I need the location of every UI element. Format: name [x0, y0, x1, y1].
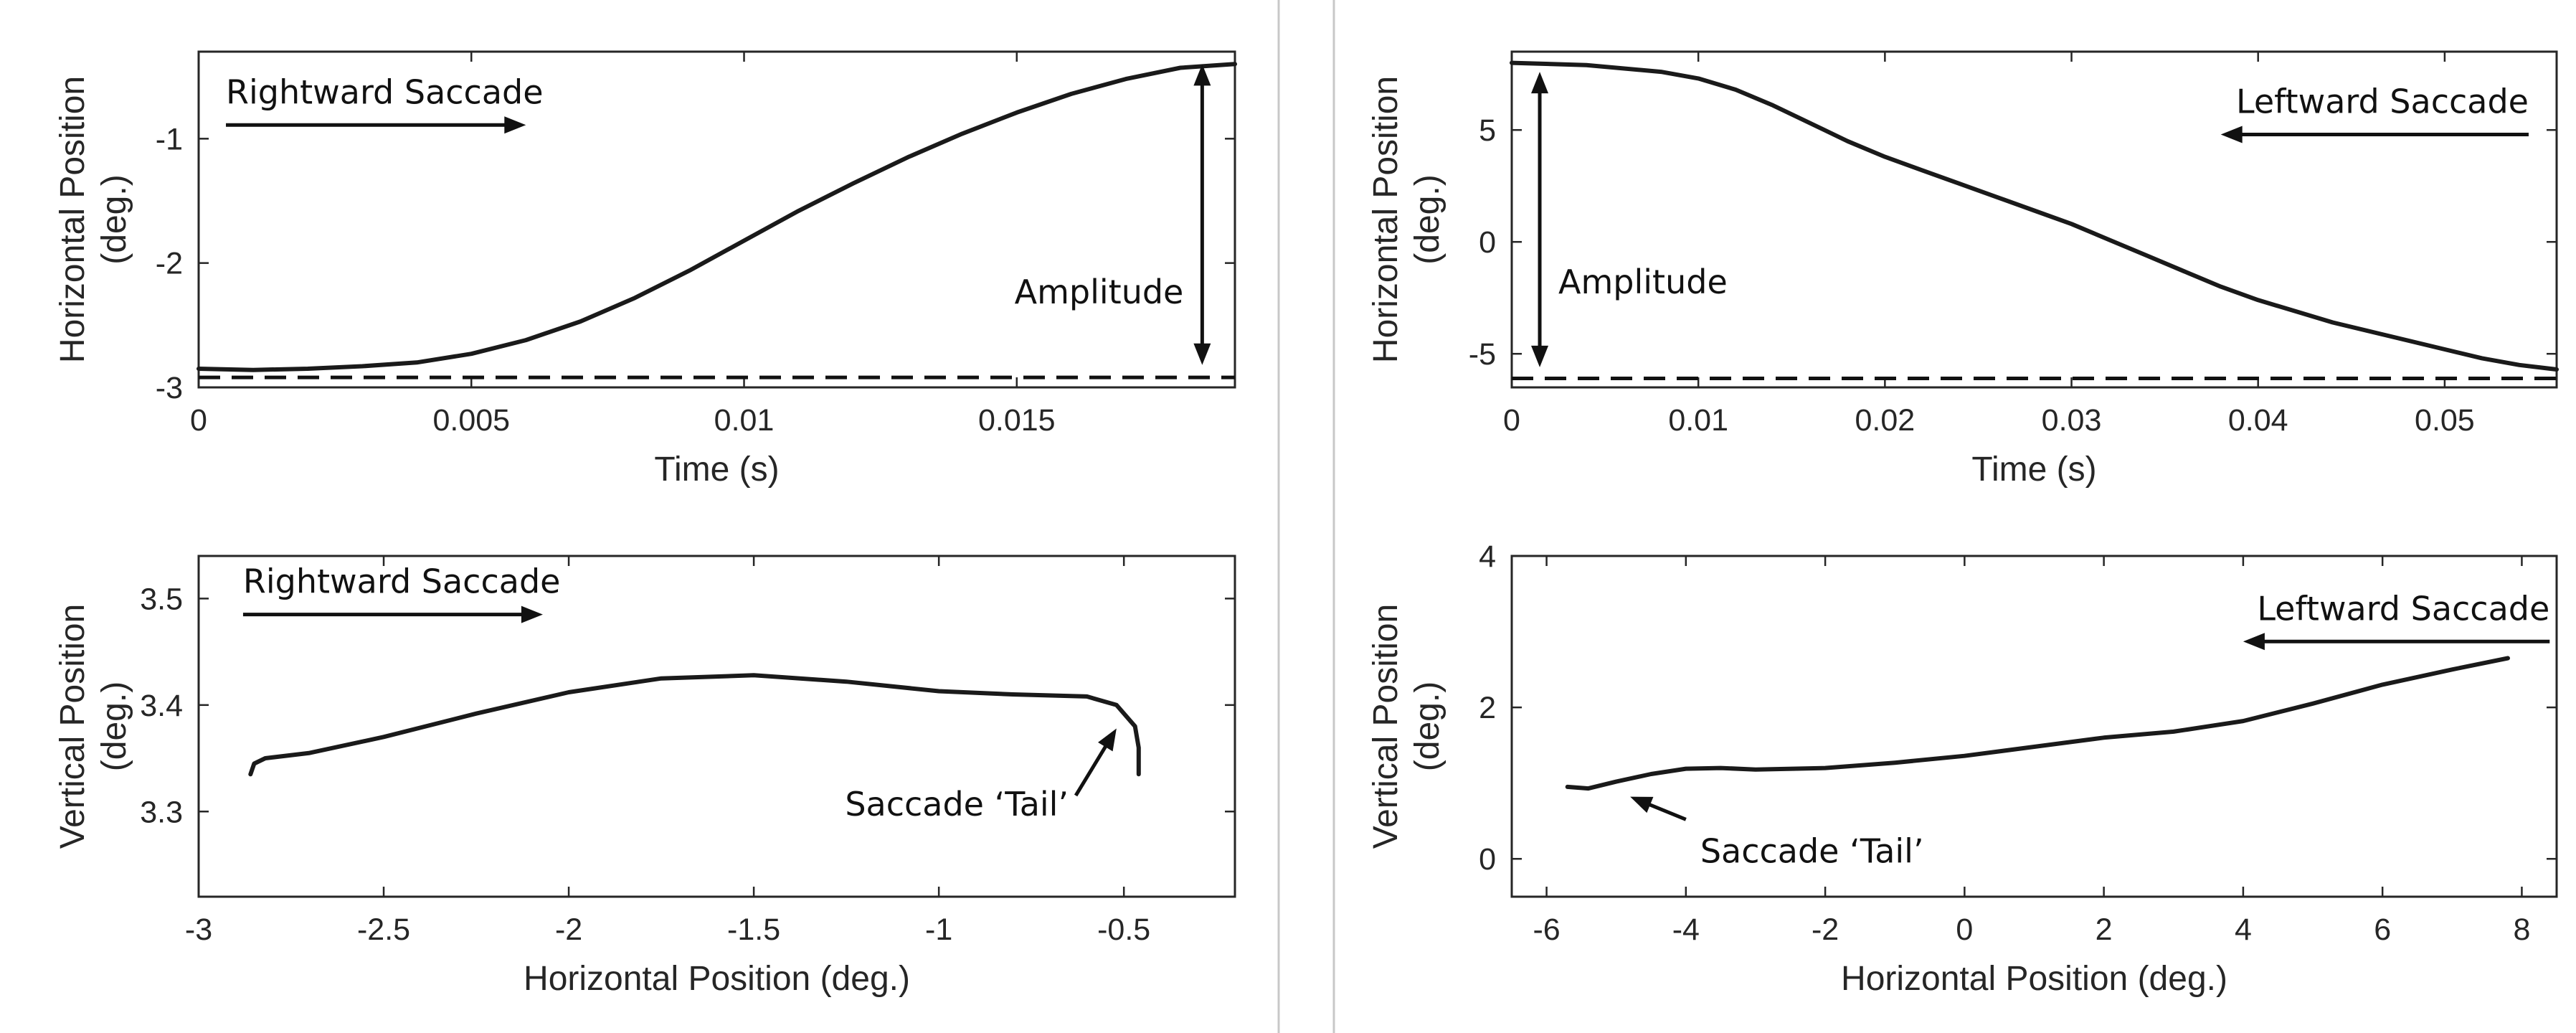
x-tick-label: 0.05	[2415, 403, 2475, 438]
x-tick-label: -3	[185, 912, 212, 947]
y-axis-label-line1: Vertical Position	[1367, 604, 1405, 849]
amplitude-arrow-head-start	[1193, 64, 1211, 86]
x-tick-label: 4	[2235, 912, 2252, 947]
tail-arrow-head-end	[1098, 728, 1117, 752]
y-tick-label: 3.3	[140, 795, 183, 829]
direction-arrow-head-end	[521, 605, 543, 623]
y-axis-label-line2: (deg.)	[1408, 174, 1446, 264]
y-axis-label-line1: Horizontal Position	[54, 76, 92, 363]
series-line	[1565, 656, 2510, 791]
x-tick-label: -0.5	[1097, 912, 1150, 947]
tail-arrow-shaft	[1647, 802, 1687, 821]
x-tick-label: -2	[1812, 912, 1839, 947]
x-tick-label: 0.01	[1668, 403, 1728, 438]
y-axis-label-line1: Vertical Position	[54, 604, 92, 849]
x-tick-label: 0.005	[432, 403, 510, 438]
y-tick-label: 3.4	[140, 689, 183, 723]
y-axis-label-line2: (deg.)	[1408, 681, 1446, 771]
direction-label: Rightward Saccade	[226, 72, 544, 111]
y-tick-label: 4	[1479, 539, 1496, 574]
x-tick-label: 0	[1956, 912, 1973, 947]
amplitude-arrow-head-end	[1193, 343, 1211, 365]
series-line	[1510, 60, 2559, 372]
amplitude-arrow-head-end	[1531, 345, 1549, 367]
y-tick-label: -5	[1469, 337, 1496, 372]
y-tick-label: -3	[156, 371, 183, 405]
y-axis-label: Vertical Position (deg.)	[54, 604, 133, 849]
y-tick-label: 0	[1479, 842, 1496, 877]
x-axis-label: Time (s)	[654, 451, 779, 489]
tail-label: Saccade ‘Tail’	[845, 785, 1069, 824]
amplitude-arrow-head-start	[1531, 72, 1549, 94]
x-tick-label: 0	[1503, 403, 1520, 438]
tail-label: Saccade ‘Tail’	[1700, 831, 1924, 870]
x-tick-label: 0.02	[1855, 403, 1916, 438]
x-tick-label: 0.03	[2042, 403, 2102, 438]
x-tick-label: 0	[190, 403, 207, 438]
direction-arrow-head-end	[2220, 126, 2243, 143]
y-tick-label: 3.5	[140, 582, 183, 616]
direction-label: Rightward Saccade	[243, 562, 561, 601]
y-axis-label-line1: Horizontal Position	[1367, 76, 1405, 363]
y-axis-label: Horizontal Position (deg.)	[54, 76, 133, 363]
chart-top-left: 0 0.005 0.01 0.015 -3 -2 -1 Time (s) Horizontal …	[54, 50, 1237, 489]
x-axis-label: Horizontal Position (deg.)	[1841, 960, 2227, 998]
series-line	[196, 62, 1237, 372]
y-tick-label: 5	[1479, 113, 1496, 148]
axes-box	[1510, 555, 2558, 898]
y-tick-label: -1	[156, 122, 183, 156]
y-tick-label: -2	[156, 247, 183, 281]
x-axis-label: Horizontal Position (deg.)	[524, 960, 910, 998]
x-tick-label: -1	[925, 912, 952, 947]
y-axis-label: Horizontal Position (deg.)	[1367, 76, 1446, 363]
axes-box	[197, 555, 1236, 898]
series-line	[248, 673, 1141, 777]
x-tick-label: -2.5	[357, 912, 410, 947]
tail-arrow-shaft	[1074, 743, 1109, 797]
x-tick-label: -4	[1672, 912, 1700, 947]
x-tick-label: -6	[1533, 912, 1560, 947]
amplitude-label: Amplitude	[1558, 263, 1728, 301]
y-tick-label: 2	[1479, 691, 1496, 725]
y-tick-label: 0	[1479, 225, 1496, 260]
x-tick-label: 0.04	[2228, 403, 2288, 438]
direction-label: Leftward Saccade	[2257, 589, 2549, 628]
chart-bottom-left: -3 -2.5 -2 -1.5 -1 -0.5 3.3 3.4 3.5 Horizontal Po…	[54, 555, 1236, 998]
direction-arrow-head-end	[2243, 633, 2265, 651]
x-tick-label: -2	[555, 912, 582, 947]
direction-label: Leftward Saccade	[2236, 82, 2529, 121]
x-tick-label: 6	[2374, 912, 2391, 947]
amplitude-label: Amplitude	[1015, 273, 1184, 311]
x-tick-label: 8	[2513, 912, 2530, 947]
y-axis-label-line2: (deg.)	[95, 681, 133, 771]
x-tick-label: 2	[2096, 912, 2113, 947]
x-axis-label: Time (s)	[1971, 451, 2096, 489]
y-axis-label: Vertical Position (deg.)	[1367, 604, 1446, 849]
x-tick-label: 0.015	[978, 403, 1056, 438]
x-tick-label: -1.5	[727, 912, 780, 947]
y-axis-label-line2: (deg.)	[95, 174, 133, 264]
axes-box	[197, 50, 1236, 389]
direction-arrow-head-end	[504, 116, 526, 134]
tail-arrow-head-end	[1630, 796, 1654, 813]
axes-box	[1510, 50, 2558, 389]
x-tick-label: 0.01	[714, 403, 775, 438]
